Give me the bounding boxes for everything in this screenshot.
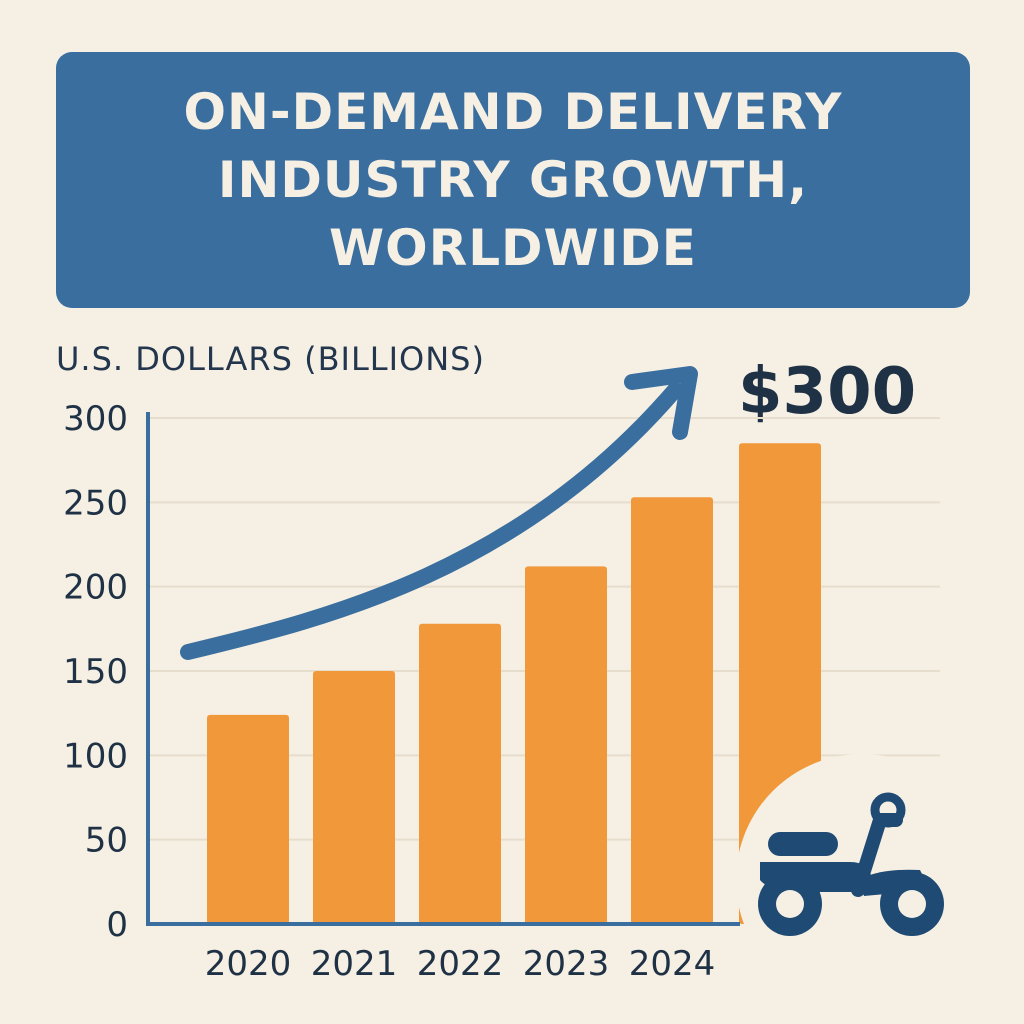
x-tick-label: 2020 <box>205 944 292 984</box>
y-tick-label: 50 <box>85 821 128 861</box>
x-tick-label: 2022 <box>417 944 504 984</box>
y-tick-labels: 0 50 100 150 200 250 300 <box>63 399 128 945</box>
bar-2023 <box>525 566 607 924</box>
y-tick-label: 100 <box>63 736 128 776</box>
y-tick-label: 250 <box>63 483 128 523</box>
trend-arrow-icon <box>180 366 698 660</box>
bar-2020 <box>207 714 289 924</box>
scooter-icon <box>758 792 944 936</box>
bars <box>207 443 821 924</box>
y-axis-label: U.S. DOLLARS (BILLIONS) <box>56 340 485 378</box>
y-tick-label: 200 <box>63 568 128 608</box>
y-tick-label: 0 <box>106 905 128 945</box>
y-tick-label: 150 <box>63 652 128 692</box>
bar-2022 <box>419 623 501 924</box>
bar-2021 <box>313 671 395 924</box>
y-tick-label: 300 <box>63 399 128 439</box>
title-banner: ON-DEMAND DELIVERY INDUSTRY GROWTH, WORL… <box>56 52 970 308</box>
x-tick-label: 2024 <box>629 944 716 984</box>
x-tick-labels: 2020 2021 2022 2023 2024 <box>205 944 716 984</box>
x-tick-label: 2021 <box>311 944 398 984</box>
value-callout: $300 <box>738 355 917 429</box>
x-tick-label: 2023 <box>523 944 610 984</box>
bar-2024 <box>631 497 713 924</box>
chart-title: ON-DEMAND DELIVERY INDUSTRY GROWTH, WORL… <box>183 83 843 277</box>
